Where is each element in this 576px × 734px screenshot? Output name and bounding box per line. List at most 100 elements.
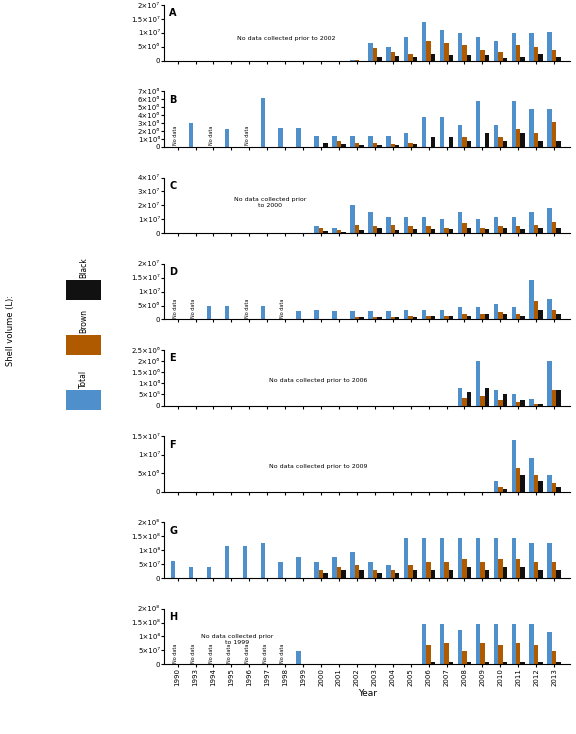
Bar (189, 123, 194, 147)
Bar (539, 570, 543, 578)
Bar (207, 305, 211, 319)
Text: B: B (169, 95, 176, 105)
Bar (431, 54, 435, 61)
Bar (431, 316, 435, 319)
Bar (373, 226, 377, 233)
Bar (426, 316, 431, 319)
Bar (323, 231, 328, 233)
Bar (368, 43, 373, 61)
Bar (395, 317, 400, 319)
Bar (476, 219, 480, 233)
Bar (539, 404, 543, 406)
Bar (547, 109, 552, 147)
Bar (314, 136, 319, 147)
Bar (337, 567, 341, 578)
Bar (391, 144, 395, 147)
Bar (323, 573, 328, 578)
Text: No data collected prior to 2009: No data collected prior to 2009 (269, 465, 367, 469)
Bar (413, 57, 418, 61)
Bar (408, 54, 413, 61)
Bar (413, 229, 418, 233)
Bar (426, 41, 431, 61)
Bar (502, 394, 507, 406)
Bar (225, 546, 229, 578)
Bar (337, 230, 341, 233)
Bar (458, 630, 462, 664)
Bar (556, 662, 561, 664)
Bar (556, 390, 561, 406)
X-axis label: Year: Year (358, 689, 377, 698)
Text: No data: No data (281, 643, 286, 663)
Bar (319, 570, 323, 578)
Bar (476, 101, 480, 147)
Bar (467, 662, 471, 664)
Bar (373, 570, 377, 578)
Bar (529, 280, 534, 319)
Bar (511, 538, 516, 578)
Bar (373, 48, 377, 61)
Bar (395, 230, 400, 233)
Text: No data: No data (173, 643, 178, 663)
Text: No data collected prior to 2006: No data collected prior to 2006 (270, 378, 367, 383)
Bar (323, 143, 328, 147)
Bar (458, 125, 462, 147)
Bar (467, 392, 471, 406)
Text: C: C (169, 181, 176, 191)
Bar (341, 232, 346, 233)
Bar (422, 22, 426, 61)
Bar (225, 305, 229, 319)
Bar (494, 217, 498, 233)
Bar (395, 573, 400, 578)
Bar (355, 225, 359, 233)
Bar (547, 632, 552, 664)
Bar (422, 117, 426, 147)
Bar (494, 624, 498, 664)
Bar (377, 317, 381, 319)
Bar (552, 310, 556, 319)
Bar (444, 562, 449, 578)
Bar (337, 141, 341, 147)
Text: No data collected prior
to 1999: No data collected prior to 1999 (201, 634, 274, 644)
Bar (556, 487, 561, 492)
Bar (440, 538, 444, 578)
Bar (260, 543, 265, 578)
Bar (332, 228, 337, 233)
Bar (368, 562, 373, 578)
Bar (458, 307, 462, 319)
Bar (462, 46, 467, 61)
Bar (529, 109, 534, 147)
Bar (484, 314, 489, 319)
Bar (332, 136, 337, 147)
Bar (440, 30, 444, 61)
Bar (368, 311, 373, 319)
Bar (462, 398, 467, 406)
Bar (552, 50, 556, 61)
Bar (408, 564, 413, 578)
Bar (516, 314, 521, 319)
Bar (511, 33, 516, 61)
Bar (516, 402, 521, 406)
Bar (386, 564, 391, 578)
Bar (521, 567, 525, 578)
Bar (467, 228, 471, 233)
Bar (516, 559, 521, 578)
Bar (391, 225, 395, 233)
Bar (529, 624, 534, 664)
Bar (494, 304, 498, 319)
Bar (529, 399, 534, 406)
Bar (449, 662, 453, 664)
Text: No data: No data (191, 643, 196, 663)
Bar (350, 206, 355, 233)
Text: Shell volume (L):: Shell volume (L): (6, 295, 15, 366)
Bar (552, 562, 556, 578)
Bar (404, 310, 408, 319)
Bar (297, 311, 301, 319)
Bar (556, 57, 561, 61)
Bar (171, 562, 175, 578)
Text: E: E (169, 353, 176, 363)
Bar (534, 47, 539, 61)
Bar (498, 645, 503, 664)
Bar (422, 310, 426, 319)
Text: Brown: Brown (79, 309, 88, 333)
Bar (511, 394, 516, 406)
